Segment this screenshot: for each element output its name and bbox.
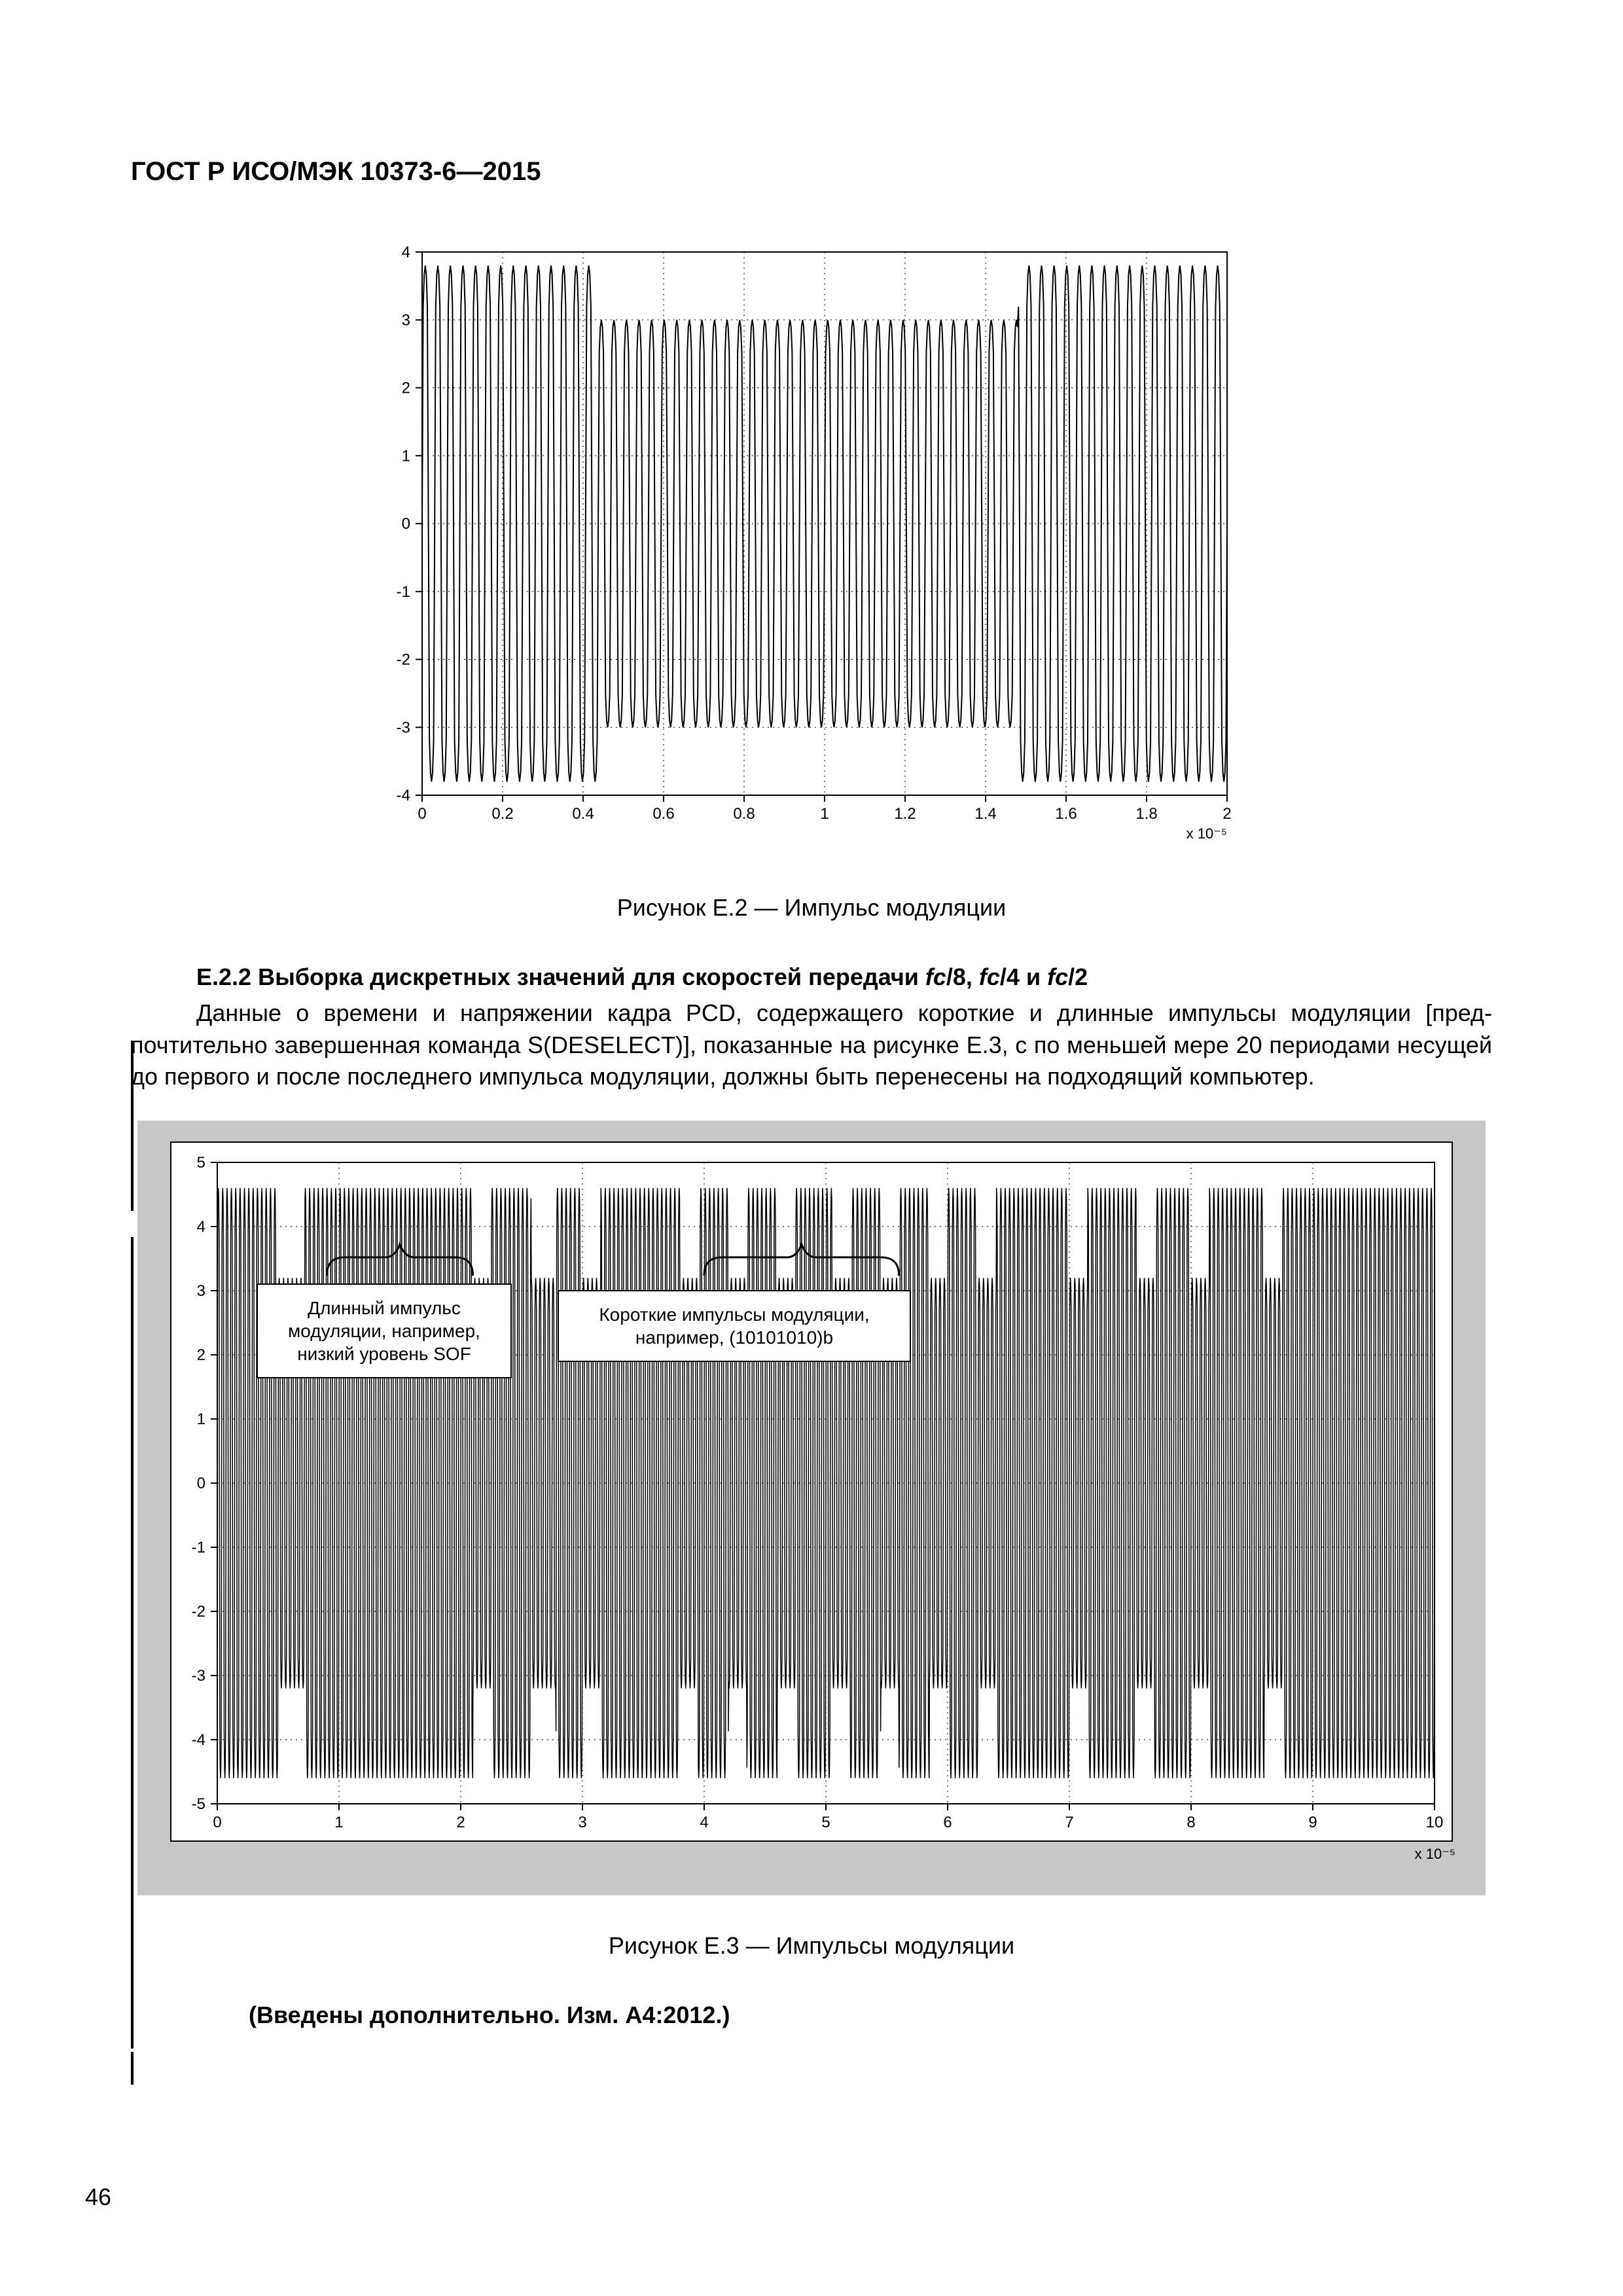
revision-bar-icon xyxy=(131,1237,134,2049)
svg-text:0.4: 0.4 xyxy=(572,805,594,823)
figure-e2-caption: Рисунок Е.2 — Импульс модуляции xyxy=(131,894,1492,922)
svg-text:-2: -2 xyxy=(397,651,410,669)
figure-e3-caption: Рисунок Е.3 — Импульсы модуляции xyxy=(131,1932,1492,1960)
svg-text:3: 3 xyxy=(402,312,410,329)
figure-e3-svg: 0 1 2 3 4 5 6 7 8 9 10 -5 -4 -3 -2 -1 0 1 2 3 4 5 xyxy=(171,1143,1454,1843)
svg-text:1: 1 xyxy=(820,805,829,823)
svg-text:2: 2 xyxy=(456,1814,465,1831)
svg-text:5: 5 xyxy=(197,1154,205,1172)
svg-text:7: 7 xyxy=(1065,1814,1073,1831)
svg-text:1: 1 xyxy=(334,1814,343,1831)
svg-text:2: 2 xyxy=(402,380,410,397)
rate-fc2: fc xyxy=(1047,963,1068,990)
figure-e3: 0 1 2 3 4 5 6 7 8 9 10 -5 -4 -3 -2 -1 0 1 2 3 4 5 Длинный имп… xyxy=(137,1121,1486,1895)
svg-text:1.2: 1.2 xyxy=(894,805,916,823)
svg-text:3: 3 xyxy=(197,1282,205,1300)
amendment-note: (Введены дополнительно. Изм. А4:2012.) xyxy=(249,2001,1492,2029)
svg-text:-2: -2 xyxy=(192,1603,205,1621)
svg-text:0.8: 0.8 xyxy=(733,805,755,823)
section-number: Е.2.2 xyxy=(196,963,251,990)
svg-text:-3: -3 xyxy=(397,719,410,736)
svg-text:x 10⁻⁵: x 10⁻⁵ xyxy=(1186,825,1227,842)
section-e22-body: Данные о времени и напряжении кадра PCD,… xyxy=(131,997,1492,1093)
callout-short-pulses: Короткие импульсы модуляции,например, (1… xyxy=(558,1290,911,1362)
svg-text:-4: -4 xyxy=(192,1731,205,1749)
svg-text:-5: -5 xyxy=(192,1795,205,1813)
svg-text:2: 2 xyxy=(197,1346,205,1364)
document-header: ГОСТ Р ИСО/МЭК 10373-6—2015 xyxy=(131,157,1492,187)
svg-text:0: 0 xyxy=(402,515,410,533)
svg-text:-3: -3 xyxy=(192,1667,205,1685)
svg-text:6: 6 xyxy=(943,1814,952,1831)
section-e22-heading: Е.2.2 Выборка дискретных значений для ск… xyxy=(196,963,1492,991)
svg-text:0: 0 xyxy=(213,1814,221,1831)
revision-bar-icon xyxy=(131,2052,134,2085)
svg-text:9: 9 xyxy=(1308,1814,1317,1831)
svg-text:4: 4 xyxy=(197,1218,205,1236)
section-title-text: Выборка дискретных значений для скоросте… xyxy=(258,963,925,990)
svg-text:-1: -1 xyxy=(192,1539,205,1556)
svg-text:1.4: 1.4 xyxy=(974,805,996,823)
figure-e3-x-exponent: x 10⁻⁵ xyxy=(170,1846,1455,1863)
svg-text:0.2: 0.2 xyxy=(491,805,513,823)
svg-text:4: 4 xyxy=(402,243,410,261)
figure-e2: 0 0.2 0.4 0.6 0.8 1 1.2 1.4 1.6 1.8 2 -4 -3 -2 -1 0 1 2 3 4… xyxy=(131,239,1492,922)
svg-text:-1: -1 xyxy=(397,583,410,601)
svg-text:1: 1 xyxy=(197,1410,205,1428)
revision-bar-icon xyxy=(131,1041,134,1211)
svg-text:8: 8 xyxy=(1186,1814,1195,1831)
figure-e3-plot: 0 1 2 3 4 5 6 7 8 9 10 -5 -4 -3 -2 -1 0 1 2 3 4 5 Длинный имп… xyxy=(170,1141,1453,1842)
svg-text:0: 0 xyxy=(418,805,426,823)
page-number: 46 xyxy=(85,2183,111,2211)
svg-text:4: 4 xyxy=(700,1814,708,1831)
svg-text:10: 10 xyxy=(1426,1814,1444,1831)
callout-long-pulse: Длинный импульсмодуляции, например,низки… xyxy=(257,1283,512,1378)
svg-text:3: 3 xyxy=(578,1814,586,1831)
rate-fc4: fc xyxy=(979,963,1000,990)
svg-text:1: 1 xyxy=(402,447,410,465)
svg-text:-4: -4 xyxy=(397,787,410,804)
figure-e2-plot: 0 0.2 0.4 0.6 0.8 1 1.2 1.4 1.6 1.8 2 -4 -3 -2 -1 0 1 2 3 4… xyxy=(376,239,1247,854)
svg-text:1.8: 1.8 xyxy=(1135,805,1157,823)
rate-fc8: fc xyxy=(925,963,946,990)
svg-text:0: 0 xyxy=(197,1475,205,1492)
svg-text:0.6: 0.6 xyxy=(652,805,674,823)
svg-text:1.6: 1.6 xyxy=(1055,805,1077,823)
svg-text:5: 5 xyxy=(821,1814,830,1831)
svg-text:2: 2 xyxy=(1222,805,1231,823)
